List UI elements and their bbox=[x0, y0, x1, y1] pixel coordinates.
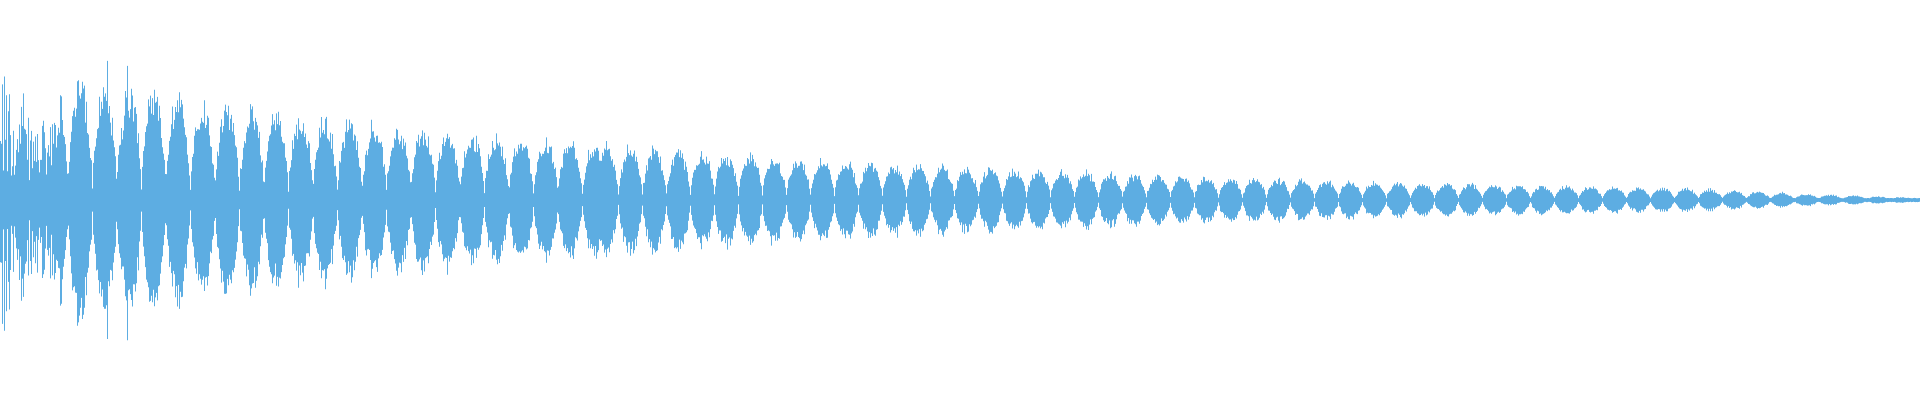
waveform-shape bbox=[0, 60, 1920, 341]
